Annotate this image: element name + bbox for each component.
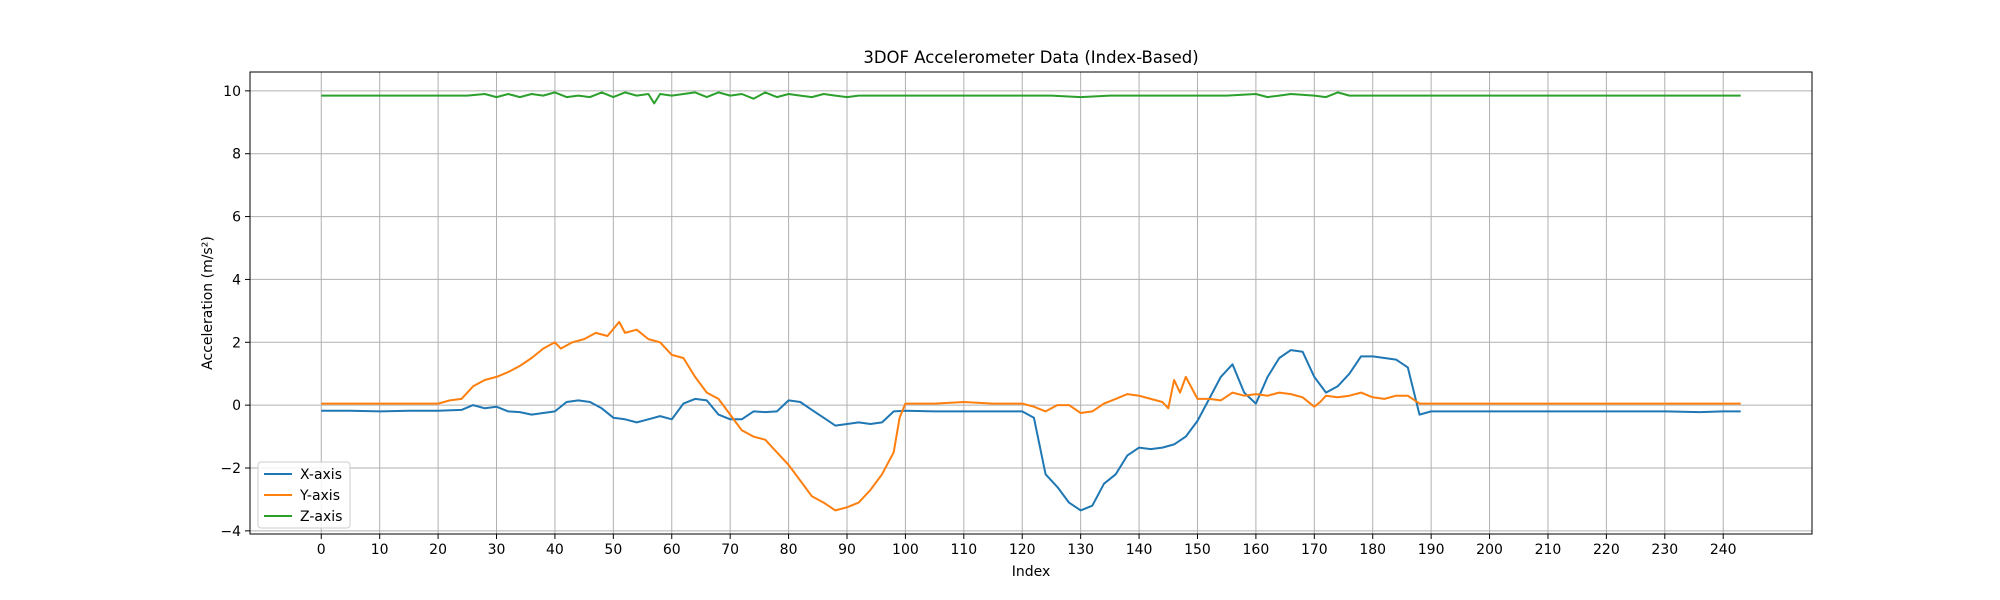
- y-tick-label: 8: [232, 147, 241, 163]
- x-tick-label: 40: [546, 542, 564, 558]
- y-tick-label: 4: [232, 272, 241, 288]
- y-tick-label: 0: [232, 398, 241, 414]
- y-ticks: −4 −2 0 2 4 6 8 10: [220, 84, 250, 540]
- legend-box: [257, 461, 351, 529]
- x-ticks: 0 10 20 30 40 50 60 70 80 90 100 110 120 130 140 150 160…: [317, 534, 1737, 558]
- x-tick-label: 110: [950, 542, 977, 558]
- series-line-x: [321, 349, 1741, 512]
- x-tick-label: 150: [1184, 542, 1211, 558]
- series-lines: [321, 91, 1741, 512]
- legend: X-axis Y-axis Z-axis: [257, 461, 351, 529]
- legend-label-x: X-axis: [300, 467, 342, 483]
- plot-frame: [249, 71, 1813, 535]
- x-tick-label: 230: [1651, 542, 1678, 558]
- x-tick-label: 190: [1418, 542, 1445, 558]
- y-tick-label: −4: [220, 524, 241, 540]
- chart-title: 3DOF Accelerometer Data (Index-Based): [863, 48, 1198, 67]
- y-tick-label: 2: [232, 335, 241, 351]
- x-tick-label: 20: [429, 542, 447, 558]
- y-axis-label: Acceleration (m/s²): [200, 236, 216, 370]
- x-tick-label: 100: [892, 542, 919, 558]
- x-tick-label: 240: [1710, 542, 1737, 558]
- x-tick-label: 130: [1067, 542, 1094, 558]
- x-tick-label: 10: [371, 542, 389, 558]
- series-line-y: [321, 320, 1741, 512]
- x-tick-label: 210: [1535, 542, 1562, 558]
- y-tick-label: −2: [220, 461, 241, 477]
- legend-label-y: Y-axis: [299, 488, 340, 504]
- x-tick-label: 70: [721, 542, 739, 558]
- x-tick-label: 30: [488, 542, 506, 558]
- x-tick-label: 180: [1359, 542, 1386, 558]
- x-tick-label: 80: [780, 542, 798, 558]
- series-line-z: [321, 91, 1741, 105]
- plot-area: [250, 72, 1812, 534]
- x-tick-label: 90: [838, 542, 856, 558]
- x-tick-label: 0: [317, 542, 326, 558]
- legend-label-z: Z-axis: [300, 509, 342, 525]
- y-tick-label: 10: [223, 84, 241, 100]
- x-tick-label: 170: [1301, 542, 1328, 558]
- x-tick-label: 200: [1476, 542, 1503, 558]
- x-tick-label: 220: [1593, 542, 1620, 558]
- grid: [250, 72, 1812, 534]
- x-tick-label: 140: [1126, 542, 1153, 558]
- x-axis-label: Index: [1012, 564, 1051, 580]
- x-tick-label: 120: [1009, 542, 1036, 558]
- x-tick-label: 50: [604, 542, 622, 558]
- y-tick-label: 6: [232, 210, 241, 226]
- x-tick-label: 160: [1243, 542, 1270, 558]
- x-tick-label: 60: [663, 542, 681, 558]
